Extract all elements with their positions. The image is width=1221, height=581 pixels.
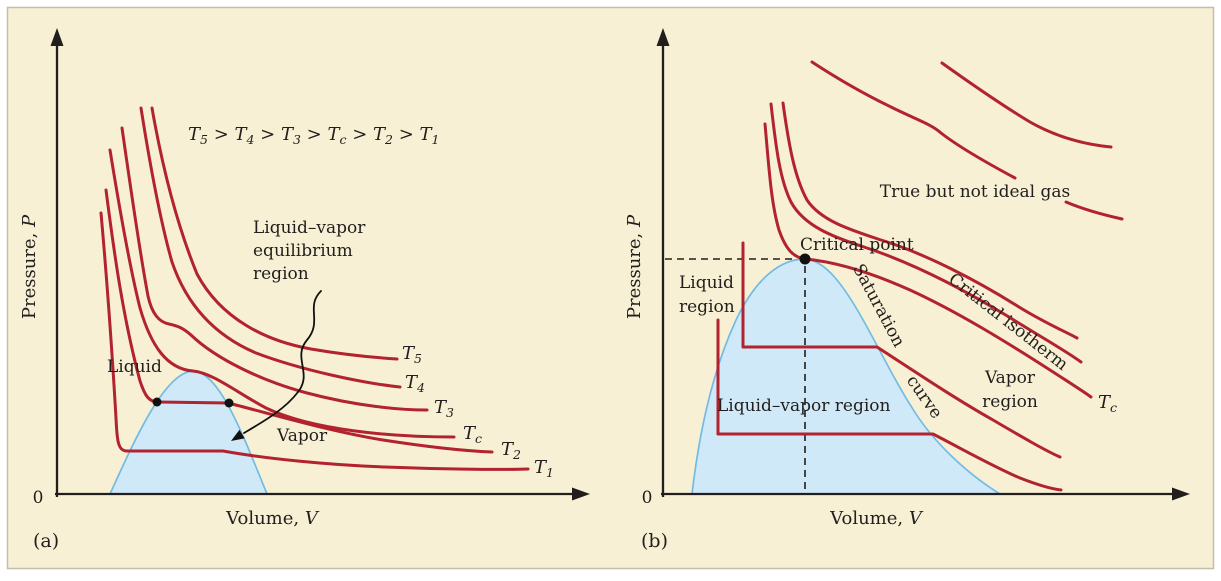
- liquid-vapor-region-label: Liquid–vapor region: [717, 396, 891, 416]
- temperature-inequality: T5 > T4 > T3 > Tc > T2 > T1: [188, 124, 439, 147]
- panel-tag-b: (b): [641, 530, 668, 552]
- saturation-point-vapor-dot: [224, 398, 234, 408]
- equilibrium-note-line3: region: [253, 264, 309, 284]
- critical-point-label: Critical point: [800, 235, 914, 255]
- isotherm-t4-label: T4: [405, 372, 425, 395]
- isotherm-tc-label: Tc: [463, 423, 482, 446]
- liquid-region-label-line2: region: [679, 297, 735, 317]
- supercritical-isotherm-1-curve: [769, 102, 1083, 364]
- high-temp-isotherm-1-curve: [810, 60, 1017, 180]
- critical-point-dot: [799, 253, 811, 265]
- panel-a: T5 > T4 > T3 > Tc > T2 > T1 Liquid–vapor…: [19, 28, 590, 552]
- isotherm-t4-curve: [139, 106, 402, 389]
- origin-label-a: 0: [33, 488, 44, 508]
- origin-label-b: 0: [642, 488, 653, 508]
- isotherm-t1-label: T1: [534, 457, 554, 480]
- panel-tag-a: (a): [33, 530, 59, 552]
- y-axis-label-b: Pressure, P: [624, 214, 645, 319]
- equilibrium-note-arrow: [243, 290, 322, 434]
- liquid-region-label-line1: Liquid: [679, 273, 734, 293]
- supercritical-isotherm-2-curve: [781, 101, 1079, 340]
- isotherm-t2-label: T2: [501, 439, 521, 462]
- isotherm-t3-label: T3: [434, 397, 454, 420]
- subcritical-isotherm-2-curve: [716, 318, 1063, 492]
- high-temp-isotherm-1-continuation: [1064, 200, 1124, 221]
- saturation-point-liquid-dot: [152, 397, 162, 407]
- vapor-label-a: Vapor: [276, 426, 328, 446]
- isotherm-t5-label: T5: [402, 343, 422, 366]
- high-temp-isotherm-2-curve: [940, 61, 1113, 149]
- isotherm-t3-curve: [120, 126, 429, 412]
- equilibrium-note-arrowhead-icon: [231, 429, 245, 441]
- tc-label-b: Tc: [1098, 392, 1117, 415]
- vapor-region-label-line1: Vapor: [984, 368, 1036, 388]
- isotherm-t5-curve: [150, 106, 399, 361]
- x-axis-arrowhead-icon-a: [572, 487, 590, 501]
- isotherm-t1-curve: [99, 211, 530, 471]
- y-axis-arrowhead-icon-b: [656, 28, 670, 46]
- subcritical-isotherm-1-curve: [741, 241, 1062, 459]
- x-axis-arrowhead-icon-b: [1172, 487, 1190, 501]
- true-gas-label: True but not ideal gas: [880, 182, 1070, 202]
- liquid-label-a: Liquid: [107, 357, 162, 377]
- y-axis-arrowhead-icon-a: [50, 28, 64, 46]
- x-axis-label-b: Volume, V: [829, 508, 924, 529]
- critical-isotherm-curve: [763, 122, 1093, 399]
- vapor-region-label-line2: region: [982, 392, 1038, 412]
- equilibrium-note-line2: equilibrium: [253, 241, 353, 261]
- x-axis-label-a: Volume, V: [225, 508, 320, 529]
- isotherm-tc-curve: [108, 148, 456, 439]
- y-axis-label-a: Pressure, P: [19, 214, 40, 319]
- equilibrium-note-line1: Liquid–vapor: [253, 218, 366, 238]
